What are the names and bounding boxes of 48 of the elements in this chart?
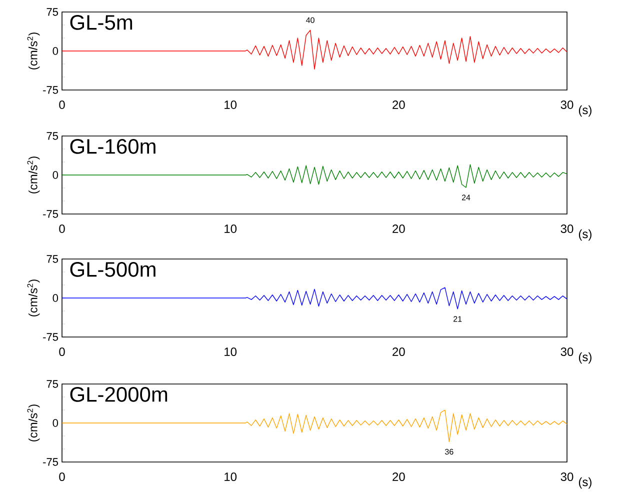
x-axis-title: (s) [578,477,592,489]
line-series [62,164,568,188]
chart-title: GL-2000m [70,386,168,402]
x-tick-label: 0 [59,100,65,110]
y-tick-label: 0 [52,419,58,427]
annotation: 24 [462,194,470,200]
x-tick-label: 30 [560,100,574,110]
y-tick-label: -75 [43,86,58,94]
annotation: 40 [306,17,314,23]
x-tick-label: 30 [560,472,574,482]
y-tick-label: -75 [43,458,58,466]
x-tick-label: 0 [59,224,65,234]
y-axis-title: (cm/s$^{2}$) [27,32,40,70]
y-tick-label: 75 [46,255,58,263]
x-tick-label: 10 [224,472,237,482]
x-tick-label: 20 [392,472,405,482]
y-tick-label: 75 [46,8,58,16]
y-tick-label: 0 [52,171,58,179]
x-tick-label: 20 [392,224,405,234]
y-axis-title: (cm/s$^{2}$) [27,280,40,316]
x-axis-title: (s) [578,229,592,241]
x-tick-label: 30 [560,348,574,356]
line-series [62,410,568,442]
x-tick-label: 0 [59,472,65,482]
y-tick-label: -75 [43,333,58,341]
chart-title: GL-160m [70,138,156,154]
y-tick-label: 75 [46,380,58,388]
x-tick-label: 30 [560,224,574,234]
x-axis-title: (s) [578,105,592,117]
x-axis-title: (s) [578,352,592,364]
x-tick-label: 20 [392,100,405,110]
chart-title: GL-500m [70,262,156,277]
x-tick-label: 10 [224,100,237,110]
line-series [62,287,568,310]
y-axis-title: (cm/s$^{2}$) [27,404,40,442]
x-tick-label: 10 [224,348,237,356]
x-tick-label: 10 [224,224,237,234]
y-axis-title: (cm/s$^{2}$) [27,156,40,194]
annotation: 21 [454,316,462,322]
y-tick-label: 75 [46,132,58,140]
chart-title: GL-5m [70,14,132,30]
annotation: 36 [445,448,454,455]
line-series [62,30,568,70]
y-tick-label: 0 [52,294,58,302]
x-tick-label: 20 [392,348,405,356]
y-tick-label: -75 [43,210,58,218]
x-tick-label: 0 [59,348,65,356]
y-tick-label: 0 [52,47,58,55]
